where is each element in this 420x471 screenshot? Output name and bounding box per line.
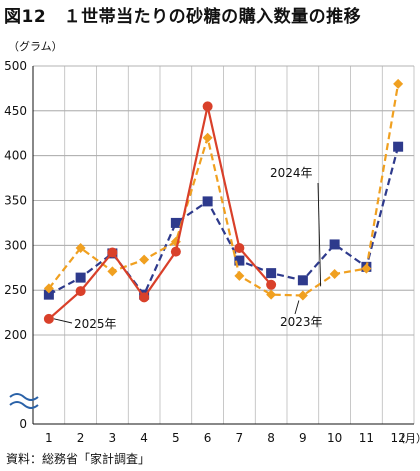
annotation-leader-1 xyxy=(294,300,300,315)
x-tick-label-10: 10 xyxy=(327,431,342,445)
data-point-s0-10 xyxy=(329,239,340,250)
x-tick-label-8: 8 xyxy=(267,431,275,445)
y-tick-label-300: 300 xyxy=(4,238,27,252)
data-point-s2-5 xyxy=(170,246,181,257)
x-tick-label-9: 9 xyxy=(299,431,307,445)
y-tick-label-250: 250 xyxy=(4,283,27,297)
series-line-1 xyxy=(48,83,400,297)
axis-break-wave-1 xyxy=(9,401,39,409)
data-point-s0-2 xyxy=(75,272,86,283)
x-tick-label-4: 4 xyxy=(140,431,148,445)
y-tick-label-400: 400 xyxy=(4,149,27,163)
annotation-label-1: 2023年 xyxy=(280,315,323,329)
x-tick-label-6: 6 xyxy=(204,431,212,445)
x-tick-label-7: 7 xyxy=(236,431,244,445)
data-point-s1-4 xyxy=(139,254,150,265)
data-point-s1-2 xyxy=(75,243,86,254)
data-point-s2-2 xyxy=(75,286,86,297)
y-tick-label-200: 200 xyxy=(4,328,27,342)
data-point-s1-8 xyxy=(266,289,277,300)
gridlines xyxy=(32,65,415,424)
x-tick-label-2: 2 xyxy=(77,431,85,445)
series-annotations: 2024年 2023年 2025年 xyxy=(53,166,323,331)
data-point-s0-7 xyxy=(234,255,245,266)
data-point-s2-1 xyxy=(43,313,54,324)
data-point-s0-6 xyxy=(202,196,213,207)
x-axis-unit-label: （月） xyxy=(394,432,420,445)
data-point-s2-4 xyxy=(139,292,150,303)
y-tick-labels: 200 250 300 350 400 450 500 0 xyxy=(4,59,27,431)
x-tick-labels: 1 2 3 4 5 6 7 8 9 10 11 12 xyxy=(45,431,406,445)
axes xyxy=(9,66,414,425)
data-point-s0-12 xyxy=(393,141,404,152)
axis-break-wave-0 xyxy=(9,393,39,401)
series-line-2 xyxy=(48,106,272,320)
data-point-s0-1 xyxy=(43,289,54,300)
data-point-s1-11 xyxy=(361,263,372,274)
data-point-s2-8 xyxy=(266,279,277,290)
y-tick-label-450: 450 xyxy=(4,104,27,118)
data-point-s1-1 xyxy=(43,283,54,294)
data-point-s1-12 xyxy=(393,78,404,89)
annotation-leader-0 xyxy=(317,182,322,287)
source-note: 資料：総務省「家計調査」 xyxy=(6,452,151,466)
x-tick-label-11: 11 xyxy=(359,431,374,445)
x-tick-label-5: 5 xyxy=(172,431,180,445)
series-group xyxy=(43,78,404,324)
annotation-label-0: 2024年 xyxy=(270,166,313,180)
data-point-s0-5 xyxy=(170,217,181,228)
y-axis-unit-label: （グラム） xyxy=(8,39,63,53)
y-tick-label-0: 0 xyxy=(19,417,27,431)
x-tick-label-1: 1 xyxy=(45,431,53,445)
x-tick-label-12: 12 xyxy=(390,431,405,445)
data-point-s0-9 xyxy=(297,275,308,286)
data-point-s1-9 xyxy=(297,290,308,301)
y-tick-label-350: 350 xyxy=(4,194,27,208)
data-point-s1-7 xyxy=(234,270,245,281)
annotation-label-2: 2025年 xyxy=(74,317,117,331)
y-tick-label-500: 500 xyxy=(4,59,27,73)
data-point-s1-6 xyxy=(202,132,213,143)
data-point-s0-8 xyxy=(266,268,277,279)
data-point-s1-10 xyxy=(329,269,340,280)
data-point-s2-3 xyxy=(107,247,118,258)
data-point-s2-6 xyxy=(202,101,213,112)
figure-title: 図12 １世帯当たりの砂糖の購入数量の推移 xyxy=(4,7,362,27)
data-point-s2-7 xyxy=(234,243,245,254)
x-tick-label-3: 3 xyxy=(109,431,117,445)
data-point-s1-3 xyxy=(107,266,118,277)
annotation-leader-2 xyxy=(53,318,73,324)
